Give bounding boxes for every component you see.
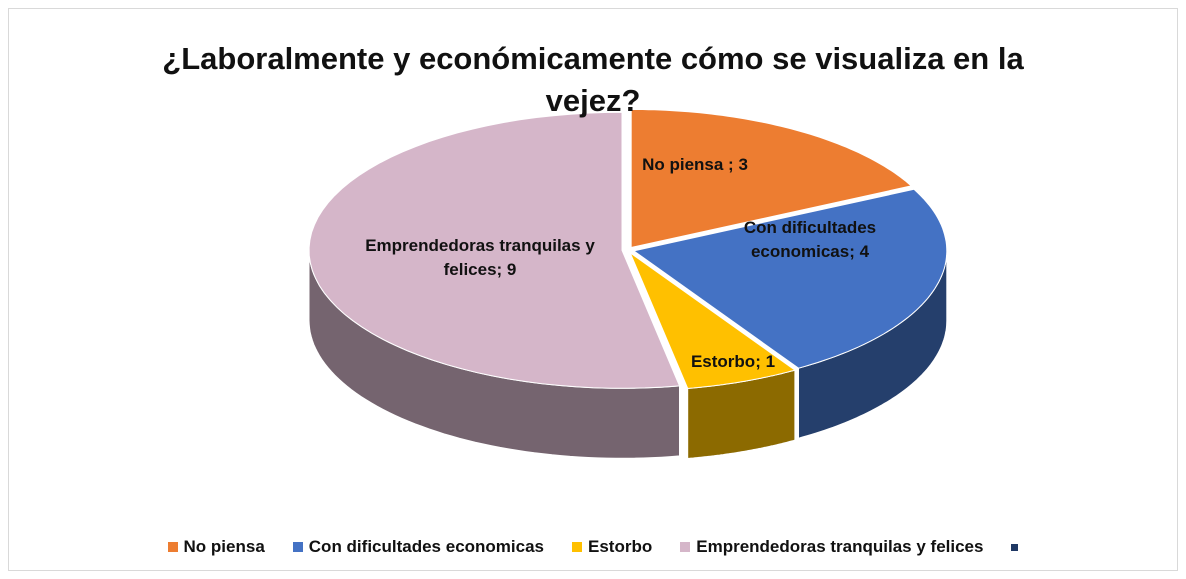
- slice: [629, 251, 797, 389]
- legend-label: Estorbo: [588, 537, 653, 556]
- slice: [308, 111, 681, 389]
- data-label: Emprendedoras tranquilas y felices; 9: [365, 236, 595, 279]
- legend-swatch: [680, 542, 691, 552]
- legend-swatch: [1011, 543, 1019, 551]
- data-label: Estorbo; 1: [690, 352, 776, 371]
- chart-title: ¿Laboralmente y económicamente cómo se v…: [162, 41, 1024, 118]
- legend-item: Emprendedoras tranquilas y felices: [680, 537, 983, 557]
- legend-item: No piensa: [167, 537, 265, 557]
- legend-item: Con dificultades economicas: [292, 537, 545, 557]
- data-label: Con dificultades economicas; 4: [743, 218, 877, 261]
- legend-item: [1011, 537, 1019, 557]
- chart-frame: [8, 8, 1178, 571]
- legend-swatch: [292, 542, 303, 552]
- data-label: No piensa ; 3: [642, 155, 748, 174]
- legend-label: Emprendedoras tranquilas y felices: [696, 537, 984, 556]
- legend-item: Estorbo: [572, 537, 652, 557]
- legend-label: Con dificultades economicas: [308, 537, 545, 556]
- legend: No piensa Con dificultades economicas Esto…: [0, 537, 1186, 557]
- slice: [630, 108, 913, 249]
- legend-label: No piensa: [183, 537, 265, 556]
- legend-swatch: [167, 542, 178, 552]
- slice: [632, 188, 948, 369]
- legend-swatch: [572, 542, 583, 552]
